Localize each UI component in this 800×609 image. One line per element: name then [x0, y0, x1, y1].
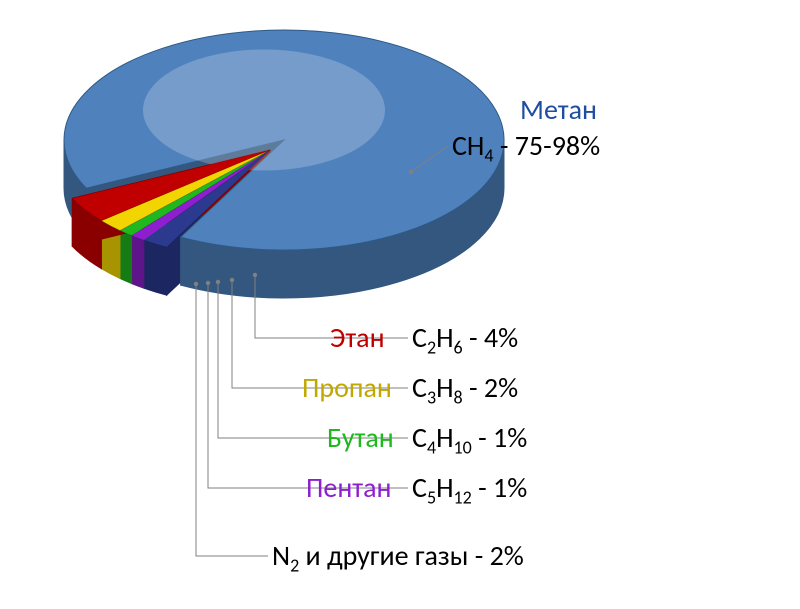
pie-3d-svg [0, 0, 800, 609]
ethane-formula-label: C2H6 - 4% [412, 320, 518, 355]
n2-formula-label: N2 и другие газы - 2% [272, 538, 524, 573]
ethane-name-label: Этан [330, 320, 385, 355]
pentane-name-label: Пентан [306, 470, 392, 505]
methane-formula-label: CH4 - 75-98% [452, 128, 600, 163]
propane-name-label: Пропан [302, 370, 392, 405]
methane-name-label: Метан [520, 92, 597, 127]
pentane-formula-label: C5H12 - 1% [412, 470, 527, 505]
butane-name-label: Бутан [327, 420, 394, 455]
butane-formula-label: C4H10 - 1% [412, 420, 527, 455]
chart-stage: МетанCH4 - 75-98% Этан C2H6 - 4% Пропан C3H8… [0, 0, 800, 609]
propane-formula-label: C3H8 - 2% [412, 370, 518, 405]
